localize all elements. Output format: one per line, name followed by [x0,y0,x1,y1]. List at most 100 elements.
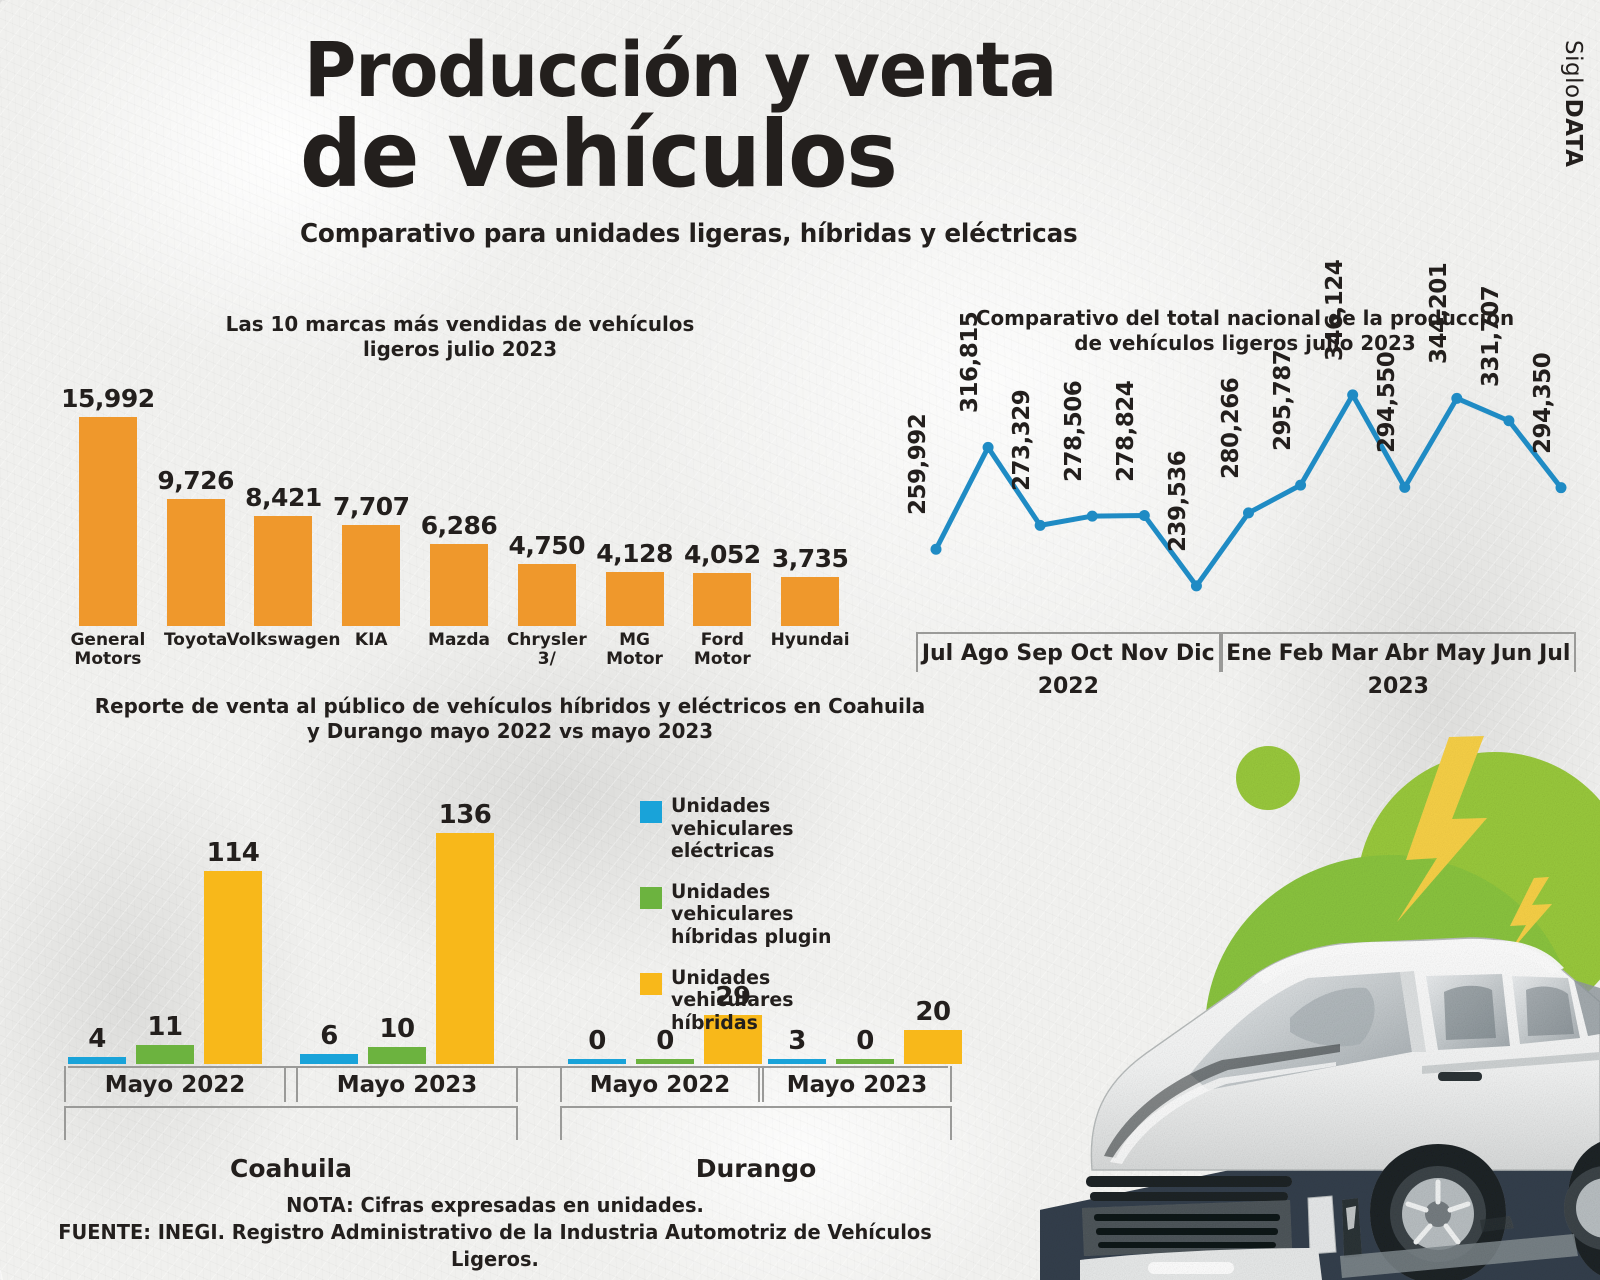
brand-bar-column[interactable]: 15,992 General Motors [61,374,155,669]
brand-bar-column[interactable]: 9,726 Toyota [157,374,234,650]
production-data-point[interactable] [1347,389,1359,401]
production-data-point[interactable] [982,441,994,453]
brand-bar-rect[interactable] [605,572,664,626]
brand-bar-value: 7,707 [332,492,410,521]
brand-bold-text: DATA [1560,98,1586,168]
hybrid-bar-rect[interactable] [836,1059,894,1064]
hybrid-bar-rect[interactable] [904,1030,962,1064]
hybrid-bar[interactable]: 6 [300,774,358,1064]
chart-hybrid-electric: Reporte de venta al público de vehículos… [60,694,1070,1184]
production-point-label: 316,815 [957,311,984,414]
hybrid-bar-group: 0 0 29 [568,774,778,1064]
hybrid-bar-value: 4 [88,1024,106,1054]
hybrid-bar-rect[interactable] [300,1054,358,1064]
chart-national-production-axis: Jul Ago Sep Oct Nov Dic 2022 Ene Feb Mar Abr May Jun… [916,632,1576,702]
brand-bar-value: 9,726 [157,466,234,495]
hybrid-bar-rect[interactable] [568,1059,626,1064]
hybrid-bar-value: 0 [656,1026,674,1056]
production-data-point[interactable] [1451,392,1463,404]
brand-bar-rect[interactable] [342,525,401,626]
axis-year-label: 2023 [1367,674,1429,699]
legend-item[interactable]: Unidades vehiculares híbridas [640,966,890,1035]
hybrid-bar[interactable]: 114 [204,774,262,1064]
brand-bar-rect[interactable] [166,499,225,626]
hybrid-bar[interactable]: 0 [636,774,694,1064]
brand-logo-sigloda ta: SigloDATA [1560,40,1586,167]
production-data-point[interactable] [1555,482,1567,494]
hybrid-state-label: Durango [695,1154,817,1183]
hybrid-state-box: Durango [560,1106,952,1183]
chart-national-production-plot: 259,992 316,815 273,329 278,506 278,824 239,5… [905,259,1579,616]
hybrid-period-box: Mayo 2023 [762,1066,952,1102]
hybrid-bar-rect[interactable] [768,1059,826,1064]
axis-month-label: Feb [1278,640,1324,666]
production-data-point[interactable] [1243,507,1254,519]
hybrid-bar-rect[interactable] [636,1059,694,1064]
lightning-bolt-icons [1397,736,1552,952]
production-data-point[interactable] [1138,510,1150,522]
hybrid-bar[interactable]: 4 [68,774,126,1064]
production-point-label: 294,550 [1373,351,1400,453]
brand-bar-label: Hyundai [770,630,850,650]
brand-bar-label: Volkswagen [226,630,341,650]
hybrid-bar[interactable]: 0 [568,774,626,1064]
brand-bar-rect[interactable] [781,577,840,626]
brand-bar-column[interactable]: 3,735 Hyundai [771,374,850,650]
production-data-point[interactable] [1295,479,1307,491]
hybrid-bar[interactable]: 136 [436,774,494,1064]
brand-bar-column[interactable]: 7,707 KIA [333,374,410,650]
brand-bar-rect[interactable] [78,417,137,626]
hybrid-bar-rect[interactable] [68,1057,126,1064]
production-point-label: 346,124 [1321,259,1348,361]
hybrid-bar-rect[interactable] [704,1015,762,1064]
brand-bar-rect[interactable] [254,516,313,626]
legend-item[interactable]: Unidades vehiculares eléctricas [640,794,890,863]
production-data-point[interactable] [1399,481,1411,493]
legend-color-swatch [640,886,662,909]
brand-bar-value: 4,052 [684,540,761,569]
hybrid-period-box: Mayo 2022 [64,1066,286,1102]
hybrid-bar[interactable]: 0 [836,774,894,1064]
brand-bar-column[interactable]: 4,750 Chrysler 3/ [507,374,587,669]
axis-month-label: Ene [1226,640,1272,666]
axis-month-label: Ago [960,640,1009,666]
hybrid-period-label: Mayo 2022 [104,1072,246,1098]
hybrid-bar-rect[interactable] [368,1047,426,1064]
hybrid-bar[interactable]: 29 [704,774,762,1064]
brand-bar-column[interactable]: 4,128 MG Motor [596,374,673,669]
production-point-label: 273,329 [1009,389,1036,491]
brand-bar-rect[interactable] [693,573,752,626]
hybrid-bar-rect[interactable] [136,1045,194,1064]
axis-month-label: Abr [1384,640,1429,666]
brand-bar-label: Mazda [428,630,490,650]
hybrid-bar-value: 11 [147,1012,183,1042]
production-data-point[interactable] [1034,519,1046,531]
axis-year-group-2022: Jul Ago Sep Oct Nov Dic 2022 [916,634,1221,699]
brand-bar-rect[interactable] [430,544,488,626]
production-point-label: 278,824 [1113,379,1140,482]
chart-hybrid-electric-title: Reporte de venta al público de vehículos… [94,694,926,743]
hybrid-bar-value: 3 [788,1026,806,1056]
brand-bar-column[interactable]: 8,421 Volkswagen [226,374,340,650]
brand-bar-column[interactable]: 4,052 Ford Motor [684,374,761,669]
hybrid-bar-group: 6 10 136 [300,774,510,1064]
brand-bar-rect[interactable] [517,564,576,626]
hybrid-bar-group: 3 0 20 [768,774,978,1064]
hybrid-bar-rect[interactable] [204,871,262,1064]
hybrid-bar[interactable]: 10 [368,774,426,1064]
hybrid-bar[interactable]: 11 [136,774,194,1064]
legend-item[interactable]: Unidades vehiculares híbridas plugin [640,880,890,949]
axis-month-label: Sep [1016,640,1063,666]
hybrid-bar[interactable]: 20 [904,774,962,1064]
hybrid-bar-value: 0 [588,1026,606,1056]
chart-top-brands: Las 10 marcas más vendidas de vehículos l… [40,312,880,682]
production-point-label: 331,707 [1477,285,1504,387]
hybrid-bar-rect[interactable] [436,833,494,1064]
production-data-point[interactable] [1190,580,1202,592]
brand-bar-column[interactable]: 6,286 Mazda [421,374,498,650]
production-data-point[interactable] [930,543,942,555]
production-data-point[interactable] [1086,510,1098,522]
hybrid-bar[interactable]: 3 [768,774,826,1064]
production-data-point[interactable] [1503,415,1515,427]
